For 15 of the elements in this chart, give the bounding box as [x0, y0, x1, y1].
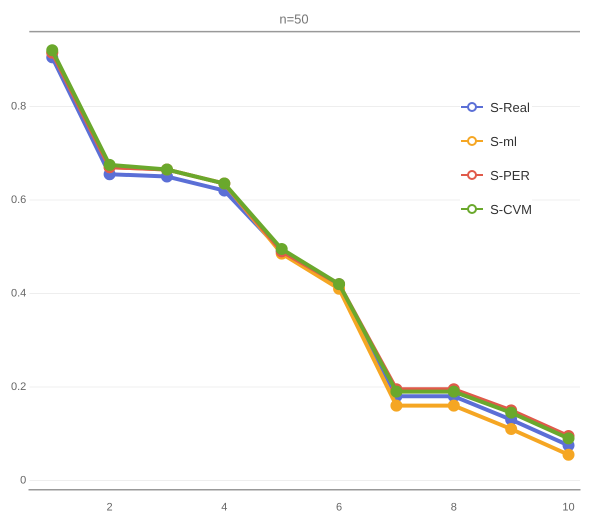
legend-label: S-PER — [490, 168, 530, 182]
y-tick-label: 0.2 — [10, 380, 26, 393]
chart-title: n=50 — [279, 11, 309, 26]
x-tick-label: 10 — [562, 501, 575, 514]
legend-label: S-ml — [490, 134, 517, 148]
x-tick-label: 8 — [450, 501, 457, 514]
x-tick-label: 2 — [106, 501, 113, 514]
legend-label: S-Real — [490, 100, 530, 114]
y-tick-label: 0.8 — [10, 100, 26, 112]
legend-label: S-CVM — [490, 202, 532, 216]
y-tick-label: 0.6 — [10, 194, 26, 206]
x-tick-label: 4 — [221, 501, 228, 514]
y-tick-label: 0 — [20, 474, 26, 486]
y-tick-label: 0.4 — [10, 287, 26, 300]
x-tick-label: 6 — [336, 501, 342, 514]
